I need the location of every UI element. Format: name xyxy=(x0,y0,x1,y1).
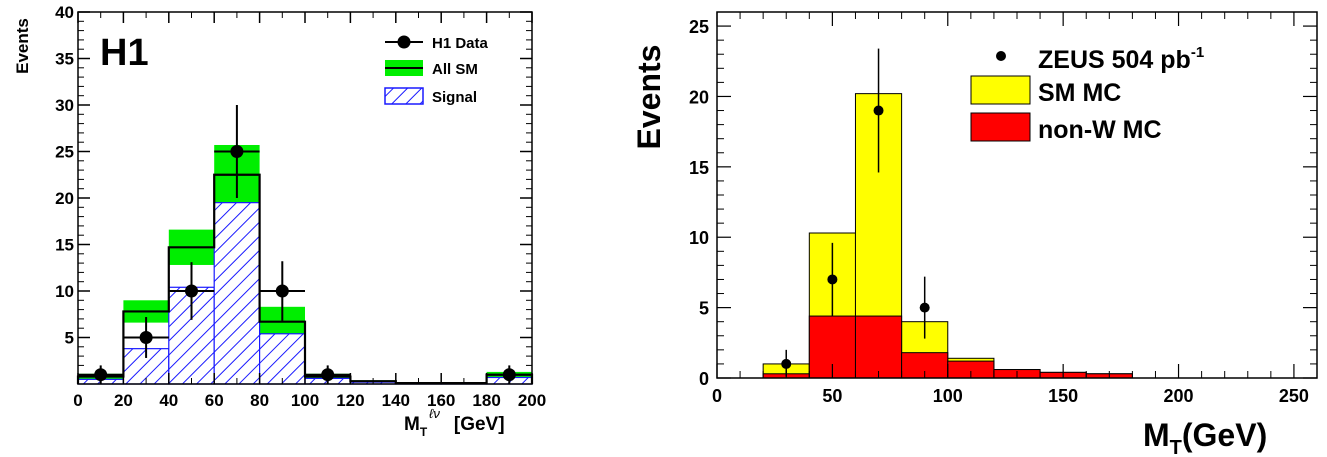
x-tick-label: 50 xyxy=(822,386,842,406)
h1-chart: 0 20 40 60 80 100 120 140 160 180 200 5 10 15 20 25 30 35… xyxy=(13,3,546,439)
x-tick-label: 180 xyxy=(472,391,500,410)
h1-legend-signal: Signal xyxy=(384,87,477,106)
zeus-legend-label: ZEUS 504 pb-1 xyxy=(1038,44,1204,74)
y-tick-label: 15 xyxy=(55,236,74,255)
x-tick-label: 0 xyxy=(712,386,722,406)
data-point xyxy=(781,358,792,369)
y-tick-label: 35 xyxy=(55,50,74,69)
h1-axis-ticks: 0 20 40 60 80 100 120 140 160 180 200 5 10 15 20 25 30 35… xyxy=(55,3,546,410)
h1-legend-label: H1 Data xyxy=(432,35,489,52)
h1-corner-label: H1 xyxy=(100,32,149,74)
data-point xyxy=(139,331,153,344)
h1-legend-label: Signal xyxy=(432,89,477,106)
y-tick-label: 15 xyxy=(689,158,709,178)
zeus-x-axis-label: MT(GeV) xyxy=(1143,417,1267,457)
h1-legend-data: H1 Data xyxy=(385,35,489,52)
y-tick-label: 0 xyxy=(699,369,709,389)
zeus-legend-label: non-W MC xyxy=(1038,116,1162,144)
data-point xyxy=(502,368,516,382)
zeus-legend-label: SM MC xyxy=(1038,79,1121,107)
zeus-legend-box xyxy=(970,112,1031,142)
x-tick-label: 150 xyxy=(1048,386,1078,406)
y-tick-label: 20 xyxy=(689,87,709,107)
y-tick-label: 10 xyxy=(55,282,74,301)
x-tick-label: 20 xyxy=(114,391,133,410)
x-tick-label: 160 xyxy=(427,391,455,410)
data-point xyxy=(919,302,930,313)
zeus-y-axis-label: Events xyxy=(631,45,667,150)
data-point xyxy=(230,145,244,158)
zeus-data-points xyxy=(781,48,930,377)
h1-x-axis-label: MTℓν[GeV] xyxy=(404,406,505,439)
zeus-legend-smmc: SM MC xyxy=(970,75,1121,107)
x-tick-label: 120 xyxy=(336,391,364,410)
y-tick-label: 20 xyxy=(55,189,74,208)
zeus-legend-dot xyxy=(996,51,1006,61)
x-tick-label: 60 xyxy=(205,391,224,410)
x-tick-label: 100 xyxy=(291,391,319,410)
zeus-legend: ZEUS 504 pb-1 SM MC non-W MC xyxy=(970,44,1204,144)
data-point xyxy=(94,368,108,382)
h1-y-axis-label: Events xyxy=(13,18,32,74)
x-tick-label: 0 xyxy=(73,391,82,410)
x-tick-label: 200 xyxy=(518,391,546,410)
x-tick-label: 80 xyxy=(250,391,269,410)
zeus-legend-box xyxy=(970,75,1031,105)
x-tick-label: 140 xyxy=(382,391,410,410)
y-tick-label: 30 xyxy=(55,96,74,115)
h1-legend-label: All SM xyxy=(432,61,478,78)
y-tick-label: 5 xyxy=(699,299,709,319)
y-tick-label: 5 xyxy=(65,329,74,348)
zeus-chart: 0 50 100 150 200 250 0 5 10 15 20 25 Events MT(GeV)… xyxy=(631,11,1318,457)
zeus-legend-data: ZEUS 504 pb-1 xyxy=(996,44,1204,74)
data-point xyxy=(185,284,198,298)
data-point xyxy=(827,274,838,285)
data-point xyxy=(873,105,884,116)
h1-legend: H1 Data All SM Signal xyxy=(384,35,489,106)
y-tick-label: 25 xyxy=(55,143,74,162)
signal-bar xyxy=(259,333,306,385)
y-tick-label: 10 xyxy=(689,228,709,248)
x-tick-label: 250 xyxy=(1279,386,1309,406)
zeus-axis-ticks: 0 50 100 150 200 250 0 5 10 15 20 25 xyxy=(689,12,1317,406)
y-tick-label: 25 xyxy=(689,17,709,37)
data-point xyxy=(275,284,289,298)
x-tick-label: 200 xyxy=(1164,386,1194,406)
h1-legend-hatch xyxy=(384,87,424,105)
zeus-plot-frame xyxy=(716,11,1318,379)
non-w-mc-bar xyxy=(854,315,903,379)
y-tick-label: 40 xyxy=(55,3,74,22)
signal-bar xyxy=(213,202,261,385)
x-tick-label: 100 xyxy=(933,386,963,406)
x-tick-label: 40 xyxy=(159,391,178,410)
allsm-line xyxy=(76,173,534,385)
data-point xyxy=(321,368,335,382)
h1-legend-allsm: All SM xyxy=(385,60,478,78)
zeus-legend-nonw: non-W MC xyxy=(970,112,1162,144)
